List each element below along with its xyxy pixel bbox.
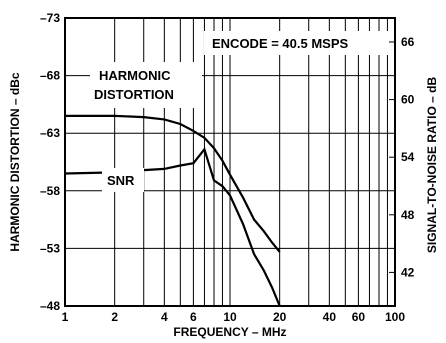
y-right-tick-label: 54 [401, 150, 415, 164]
y-right-tick-label: 48 [401, 208, 415, 222]
x-tick-label: 100 [385, 310, 405, 324]
snr-label-bg [102, 168, 144, 192]
x-tick-label: 1 [62, 310, 69, 324]
y-left-tick-label: –53 [40, 241, 60, 255]
y-right-tick-label: 60 [401, 93, 415, 107]
x-tick-label: 40 [323, 310, 337, 324]
y-right-axis-title: SIGNAL-TO-NOISE RATIO – dB [425, 77, 439, 254]
harmonic-label-line2: DISTORTION [94, 87, 174, 102]
encode-label: ENCODE = 40.5 MSPS [212, 36, 349, 51]
x-tick-label: 4 [161, 310, 168, 324]
y-left-axis-title: HARMONIC DISTORTION – dBc [8, 72, 22, 251]
y-left-tick-label: –73 [40, 11, 60, 25]
y-left-tick-label: –58 [40, 184, 60, 198]
x-axis-title: FREQUENCY – MHz [173, 325, 286, 339]
encode-label-bg [204, 31, 392, 55]
series-line-harmonic-distortion [65, 114, 281, 253]
y-right-tick-label: 66 [401, 35, 415, 49]
x-tick-label: 20 [273, 310, 287, 324]
y-right-tick-label: 42 [401, 265, 415, 279]
grid-layer [64, 17, 396, 307]
harmonic-label-line1: HARMONIC [99, 68, 171, 83]
y-left-tick-label: –63 [40, 126, 60, 140]
x-tick-label: 2 [111, 310, 118, 324]
x-tick-label: 6 [190, 310, 197, 324]
series-line-snr [64, 146, 281, 307]
harmonic-label-bg [90, 62, 202, 108]
plot-frame [64, 17, 396, 307]
curve-layer [64, 114, 281, 307]
tick-layer: 1 2 4 6 10 20 40 60 100 –73 –68 –63 –58 –53 –48 66 60 54 4… [40, 11, 415, 324]
snr-label: SNR [107, 173, 135, 188]
x-tick-label: 10 [223, 310, 237, 324]
y-left-tick-label: –68 [40, 69, 60, 83]
x-tick-label: 60 [352, 310, 366, 324]
y-left-tick-label: –48 [40, 299, 60, 313]
